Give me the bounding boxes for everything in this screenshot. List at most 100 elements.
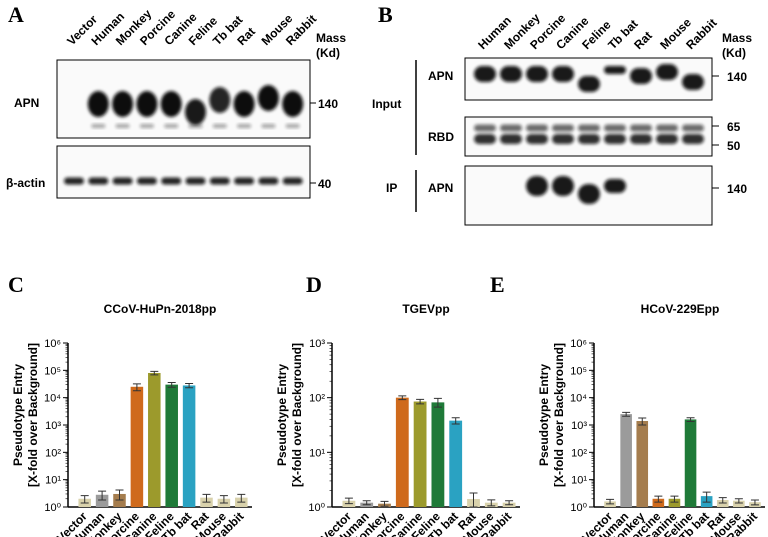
y-axis-label: [X-fold over Background]	[552, 343, 566, 487]
y-tick-label: 10⁴	[44, 393, 61, 405]
bar	[636, 421, 649, 507]
blot-band	[91, 124, 106, 128]
blot-band	[261, 124, 276, 128]
blot-band	[682, 74, 704, 90]
y-tick-label: 10⁶	[570, 338, 587, 350]
error-bar	[451, 417, 460, 425]
blot-band	[209, 87, 231, 113]
blot-band	[88, 177, 109, 185]
error-bar	[686, 417, 695, 422]
blot-band	[212, 124, 227, 128]
blot-band	[578, 124, 600, 132]
bar	[668, 498, 681, 507]
bar	[716, 500, 729, 507]
y-tick-label: 10²	[309, 393, 325, 405]
y-tick-label: 10⁰	[308, 502, 325, 514]
y-axis-label: [X-fold over Background]	[26, 343, 40, 487]
bar	[130, 386, 144, 507]
blot-band	[474, 134, 496, 144]
error-bar	[219, 495, 228, 504]
error-bar	[398, 395, 407, 401]
blot-band	[630, 124, 652, 132]
blot-band	[578, 76, 600, 92]
error-bar	[344, 497, 353, 505]
blot-band	[552, 176, 574, 196]
panel-letter: C	[8, 272, 24, 297]
error-bar	[654, 495, 663, 503]
group-label: IP	[386, 181, 397, 195]
panel-letter: B	[378, 2, 393, 27]
blot-band	[474, 124, 496, 132]
y-tick-label: 10¹	[571, 475, 587, 487]
blot-band	[526, 176, 548, 196]
panel-letter: A	[8, 2, 24, 27]
marker-label: 140	[727, 70, 747, 84]
error-bar	[185, 382, 194, 389]
bar	[449, 420, 463, 507]
error-bar	[734, 498, 743, 504]
y-axis-label: Pseudotype Entry	[537, 364, 551, 466]
error-bar	[718, 497, 727, 504]
blot-band	[552, 124, 574, 132]
y-tick-label: 10¹	[45, 475, 61, 487]
bar	[182, 385, 196, 507]
error-bar	[702, 491, 711, 503]
blot-band	[64, 177, 84, 185]
y-tick-label: 10⁴	[570, 393, 587, 405]
blot-band	[656, 124, 678, 132]
blot-band	[237, 124, 252, 128]
row-label: β-actin	[6, 176, 45, 190]
chart-title: HCoV-229Epp	[641, 302, 720, 316]
panel-letter: D	[306, 272, 322, 297]
row-label: APN	[428, 69, 453, 83]
bar	[620, 414, 632, 507]
marker-label: 65	[727, 120, 741, 134]
blot-band	[656, 134, 678, 144]
mass-label: (Kd)	[722, 46, 746, 60]
y-tick-label: 10⁵	[570, 365, 587, 377]
error-bar	[167, 381, 176, 388]
blot-band	[164, 124, 179, 128]
error-bar	[362, 500, 371, 506]
blot-band	[578, 134, 600, 144]
blot-band	[604, 66, 626, 74]
error-bar	[80, 495, 89, 504]
bar	[165, 384, 178, 507]
blot-band	[185, 99, 206, 125]
blot-band	[285, 124, 300, 128]
blot-band	[630, 134, 652, 144]
bar	[148, 372, 161, 507]
blot-band	[282, 177, 303, 185]
blot-band	[87, 91, 109, 117]
error-bar	[469, 492, 478, 508]
mass-label: Mass	[316, 31, 346, 45]
blot-band	[188, 124, 203, 128]
error-bar	[132, 383, 141, 392]
y-axis-label: [X-fold over Background]	[290, 343, 304, 487]
blot-band	[139, 124, 154, 128]
blot-band	[474, 66, 496, 82]
blot-band	[500, 66, 522, 82]
blot-band	[526, 124, 548, 132]
error-bar	[505, 500, 514, 506]
blot-band	[500, 134, 522, 144]
error-bar	[237, 493, 246, 503]
blot-band	[552, 66, 574, 82]
group-label: Input	[372, 97, 401, 111]
blot-band	[257, 85, 279, 111]
blot-band	[682, 134, 704, 144]
marker-label: 40	[318, 177, 332, 191]
marker-label: 50	[727, 139, 741, 153]
blot-band	[112, 177, 133, 185]
blot-band	[209, 177, 230, 185]
blot-band	[160, 91, 182, 117]
chart-title: TGEVpp	[402, 302, 449, 316]
error-bar	[487, 499, 496, 507]
blot-band	[500, 124, 522, 132]
error-bar	[622, 411, 631, 417]
y-tick-label: 10⁰	[44, 502, 61, 514]
blot-band	[136, 91, 158, 117]
bar	[95, 494, 109, 507]
y-tick-label: 10²	[45, 447, 61, 459]
blot-band	[604, 179, 626, 193]
